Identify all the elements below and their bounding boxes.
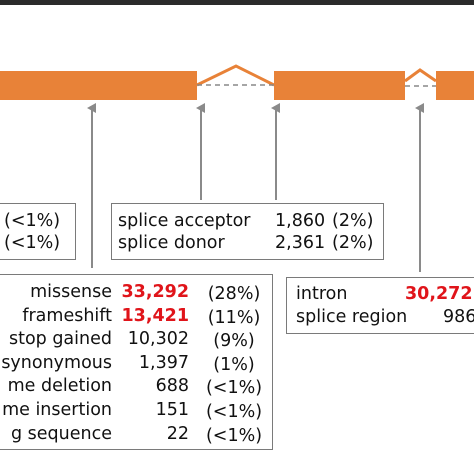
splice-region-count: 986 [443,307,474,327]
intron-consequence-box [286,277,474,334]
coding-row-count: 151 [155,400,189,420]
coding-consequence-box [0,274,273,450]
exon-3 [436,71,474,100]
left-row-2-pct: (<1%) [4,233,61,253]
intron-count: 30,272 [405,284,473,304]
coding-row-pct: (<1%) [205,425,263,446]
exon-1 [0,71,197,100]
coding-row-count: 10,302 [127,329,189,350]
coding-row-count: 13,421 [121,305,189,326]
top-frame-line [0,0,474,5]
left-consequence-box [0,203,76,260]
intron-2-chevron [404,68,437,83]
exon-2 [274,71,405,100]
splice-region-label: splice region [296,307,408,327]
coding-row-pct: (1%) [213,354,255,375]
coding-row-label: me deletion [7,376,112,397]
coding-row-count: 1,397 [138,352,189,373]
coding-row-pct: (28%) [207,284,261,304]
coding-row-label: frameshift [22,305,112,326]
coding-row-label: synonymous [1,352,112,373]
splice-acceptor-pct: (2%) [332,211,374,231]
coding-row-label: g sequence [10,423,112,444]
splice-acceptor-count: 1,860 [275,211,326,231]
intron-1-chevron [196,64,275,87]
coding-row-label: missense [30,282,112,302]
splice-donor-label: splice donor [118,233,225,253]
splice-consequence-box [111,203,384,260]
splice-donor-pct: (2%) [332,233,374,253]
coding-row-pct: (<1%) [205,378,263,399]
splice-acceptor-label: splice acceptor [118,211,251,231]
left-row-1-pct: (<1%) [4,211,61,231]
coding-row-label: me insertion [2,400,112,420]
coding-row-label: stop gained [8,329,112,350]
coding-row-pct: (<1%) [205,402,263,422]
coding-row-pct: (11%) [207,307,261,328]
coding-row-pct: (9%) [213,331,255,352]
splice-donor-count: 2,361 [275,233,326,253]
coding-row-count: 22 [166,423,189,444]
coding-row-count: 33,292 [121,282,189,302]
intron-label: intron [296,284,348,304]
coding-row-count: 688 [155,376,189,397]
